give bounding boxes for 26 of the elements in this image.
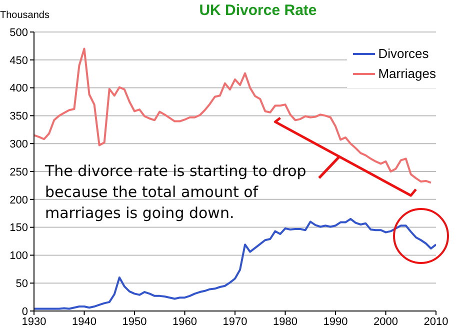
- x-tick-label: 1990: [323, 316, 348, 328]
- y-tick-label: 100: [10, 250, 28, 262]
- x-tick-label: 2000: [374, 316, 398, 328]
- y-tick-label: 500: [10, 26, 28, 39]
- x-tick-label: 1950: [122, 316, 147, 328]
- y-tick-label: 50: [16, 278, 28, 290]
- y-tick-label: 300: [10, 138, 28, 151]
- y-tick-label: 250: [10, 166, 28, 178]
- y-tick-label: 0: [22, 306, 28, 318]
- y-tick-label: 200: [10, 194, 28, 206]
- y-axis-title: Thousands: [0, 10, 50, 21]
- x-tick-label: 1940: [72, 316, 96, 328]
- legend-label: Marriages: [378, 65, 436, 83]
- line-series: [274, 116, 418, 197]
- x-tick-label: 1960: [172, 316, 197, 328]
- x-tick-label: 1930: [22, 316, 46, 328]
- annotation: The divorce rate is starting to drop because the total amount of marriages is going down.: [45, 161, 308, 224]
- x-tick-label: 2010: [424, 316, 448, 328]
- x-tick-label: 1980: [273, 316, 298, 328]
- x-tick-label: 1970: [222, 316, 248, 328]
- y-tick-label: 400: [10, 82, 28, 95]
- y-tick-label: 450: [10, 54, 28, 67]
- y-tick-label: 350: [10, 110, 28, 123]
- legend-label: Divorces: [378, 45, 429, 63]
- y-tick-label: 150: [10, 222, 28, 234]
- chart-title: UK Divorce Rate: [198, 2, 318, 19]
